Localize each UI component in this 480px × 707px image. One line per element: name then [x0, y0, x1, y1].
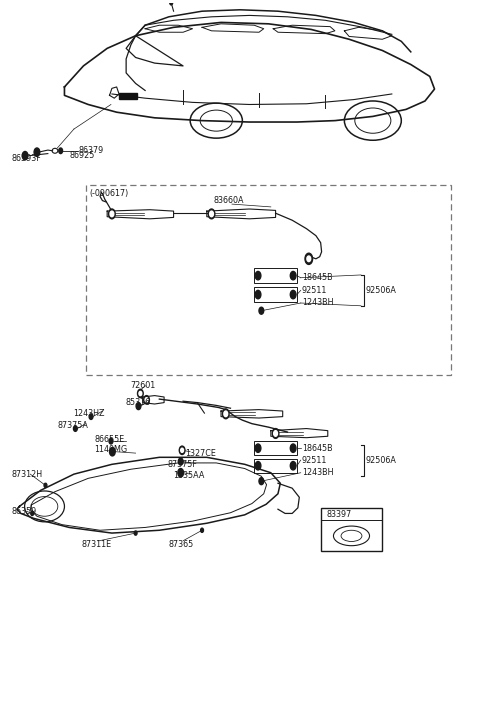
- Circle shape: [290, 462, 296, 470]
- Text: 83660A: 83660A: [214, 196, 244, 205]
- Text: 86593F: 86593F: [12, 154, 41, 163]
- Text: 87312H: 87312H: [12, 469, 42, 479]
- Bar: [254, 459, 297, 473]
- Circle shape: [274, 431, 277, 436]
- Circle shape: [259, 308, 264, 314]
- Text: 92511: 92511: [301, 286, 327, 295]
- Circle shape: [222, 409, 229, 419]
- Bar: [86, 185, 451, 375]
- Circle shape: [272, 428, 279, 438]
- Text: 1327CE: 1327CE: [185, 449, 216, 457]
- Text: 85316: 85316: [125, 398, 150, 407]
- Circle shape: [180, 448, 183, 452]
- Circle shape: [210, 211, 214, 217]
- Text: 87365: 87365: [169, 539, 194, 549]
- Text: 1243BH: 1243BH: [301, 298, 333, 308]
- Text: 92511: 92511: [301, 455, 327, 464]
- Text: 1243HZ: 1243HZ: [73, 409, 105, 418]
- Text: 92506A: 92506A: [366, 286, 396, 295]
- Text: 86359: 86359: [12, 507, 36, 516]
- Circle shape: [259, 478, 264, 485]
- Text: 87375F: 87375F: [168, 460, 198, 469]
- Circle shape: [255, 444, 261, 452]
- Circle shape: [305, 253, 312, 264]
- Circle shape: [290, 444, 296, 452]
- Text: 86379: 86379: [79, 146, 104, 155]
- Text: 86925: 86925: [69, 151, 95, 160]
- Bar: [254, 441, 297, 455]
- Bar: [321, 508, 383, 551]
- Text: 92506A: 92506A: [366, 456, 396, 465]
- Circle shape: [255, 291, 261, 299]
- Text: 87311E: 87311E: [81, 539, 111, 549]
- Circle shape: [144, 396, 149, 404]
- Circle shape: [59, 148, 62, 153]
- Text: 72601: 72601: [130, 381, 155, 390]
- Circle shape: [109, 438, 113, 444]
- Circle shape: [208, 209, 215, 219]
- Text: 18645B: 18645B: [301, 273, 332, 282]
- Circle shape: [290, 271, 296, 280]
- Circle shape: [31, 511, 34, 515]
- Text: 86655E: 86655E: [95, 435, 125, 443]
- Circle shape: [224, 411, 228, 416]
- Circle shape: [73, 426, 77, 431]
- Circle shape: [307, 256, 311, 262]
- Circle shape: [108, 209, 115, 219]
- Circle shape: [255, 462, 261, 470]
- Circle shape: [137, 390, 143, 398]
- Circle shape: [179, 446, 185, 455]
- Circle shape: [178, 469, 183, 477]
- Circle shape: [170, 1, 173, 5]
- Text: 83397: 83397: [326, 510, 351, 520]
- Circle shape: [290, 291, 296, 299]
- Text: 1335AA: 1335AA: [174, 471, 205, 480]
- Text: 1243BH: 1243BH: [301, 468, 333, 477]
- Circle shape: [136, 402, 141, 409]
- Circle shape: [89, 414, 93, 419]
- Bar: [254, 287, 297, 303]
- Circle shape: [34, 148, 40, 156]
- Text: 1140MG: 1140MG: [95, 445, 128, 454]
- Circle shape: [110, 211, 114, 217]
- Circle shape: [145, 398, 148, 402]
- Circle shape: [44, 484, 47, 487]
- Text: 18645B: 18645B: [301, 444, 332, 452]
- Bar: [254, 268, 297, 284]
- Circle shape: [109, 448, 115, 456]
- Circle shape: [179, 458, 183, 465]
- Circle shape: [134, 531, 137, 535]
- Circle shape: [22, 151, 28, 160]
- Text: (-090617): (-090617): [89, 189, 128, 198]
- Circle shape: [201, 528, 204, 532]
- Circle shape: [139, 392, 142, 396]
- Bar: [119, 93, 137, 99]
- Text: 87375A: 87375A: [57, 421, 88, 430]
- Circle shape: [255, 271, 261, 280]
